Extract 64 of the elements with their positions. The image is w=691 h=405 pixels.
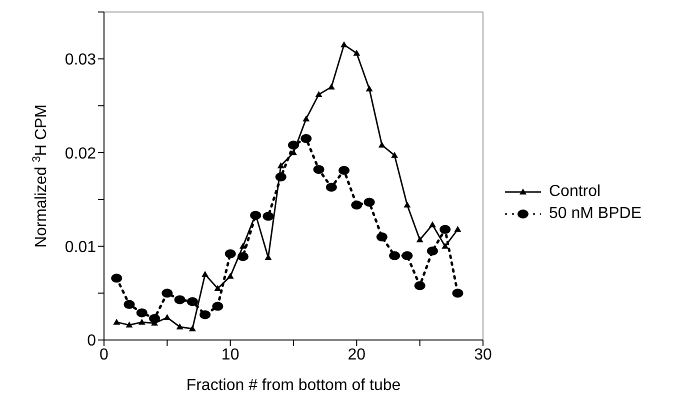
point <box>300 134 312 144</box>
point <box>313 164 324 174</box>
point <box>391 152 398 158</box>
point <box>351 200 362 210</box>
y-tick-label: 0.03 <box>64 52 96 69</box>
point <box>174 295 186 304</box>
point <box>138 318 146 325</box>
point <box>378 142 386 148</box>
y-tick-label: 0.01 <box>64 238 96 256</box>
x-tick-label: 0 <box>100 346 109 364</box>
point <box>262 212 274 221</box>
point <box>389 251 400 260</box>
point <box>402 251 413 260</box>
point <box>290 149 297 156</box>
point <box>353 50 360 56</box>
point <box>315 90 322 97</box>
point <box>277 162 284 168</box>
point <box>176 323 184 330</box>
point <box>442 242 449 249</box>
point <box>111 274 122 283</box>
point <box>124 300 135 309</box>
point <box>202 270 209 277</box>
point <box>376 232 388 242</box>
point <box>454 226 462 232</box>
x-tick-label: 20 <box>348 346 366 364</box>
point <box>136 308 148 318</box>
point <box>288 140 299 150</box>
point <box>440 224 451 234</box>
point <box>239 242 246 249</box>
point <box>364 198 375 207</box>
point <box>340 41 348 48</box>
point <box>212 302 224 311</box>
point <box>250 210 262 220</box>
point <box>214 284 222 291</box>
point <box>326 182 337 192</box>
x-tick-label: 30 <box>474 346 492 364</box>
point <box>328 83 335 90</box>
point <box>404 202 411 208</box>
point <box>200 310 211 320</box>
y-tick-label: 0.02 <box>64 145 96 162</box>
point <box>416 236 424 242</box>
legend-label: Control <box>549 183 601 201</box>
point <box>226 272 234 279</box>
point <box>275 172 286 182</box>
legend-label: 50 nM BPDE <box>549 205 642 223</box>
point <box>302 115 310 122</box>
point <box>428 221 436 228</box>
point <box>149 314 160 323</box>
point <box>366 85 373 92</box>
point <box>126 322 133 328</box>
point <box>237 252 248 262</box>
point <box>162 288 173 298</box>
y-tick-label: 0 <box>87 332 96 350</box>
point <box>426 246 438 256</box>
point <box>188 325 196 332</box>
point <box>414 281 426 290</box>
point <box>113 318 120 325</box>
x-axis-title: Fraction # from bottom of tube <box>186 377 401 394</box>
point <box>224 249 236 258</box>
point <box>338 166 350 175</box>
point <box>452 288 464 298</box>
point <box>164 314 171 320</box>
point <box>186 297 198 306</box>
x-tick-label: 10 <box>221 346 240 364</box>
